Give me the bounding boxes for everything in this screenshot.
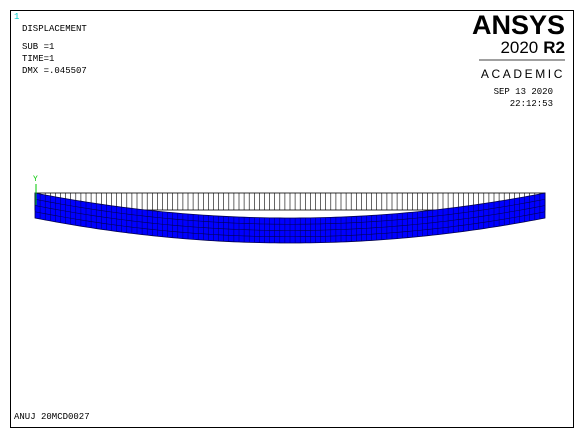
date: SEP 13 2020	[494, 87, 553, 97]
logo-name: ANSYS	[472, 10, 565, 40]
viewport-border	[10, 10, 574, 428]
logo-edition: ACADEMIC	[481, 67, 565, 81]
window-number: 1	[14, 12, 19, 22]
axis-triad: Y	[33, 175, 38, 205]
info-line: DMX =.045507	[22, 66, 87, 76]
info-line: TIME=1	[22, 54, 54, 64]
release: R2	[543, 38, 565, 57]
result-title: DISPLACEMENT	[22, 24, 87, 34]
info-line: SUB =1	[22, 42, 54, 52]
time: 22:12:53	[510, 99, 553, 109]
beam-plot	[34, 192, 546, 244]
footer-label: ANUJ 20MCD0027	[14, 412, 90, 422]
triad-label: Y	[33, 175, 38, 184]
version: 2020	[500, 38, 538, 57]
logo-version: 2020 R2	[500, 38, 565, 57]
